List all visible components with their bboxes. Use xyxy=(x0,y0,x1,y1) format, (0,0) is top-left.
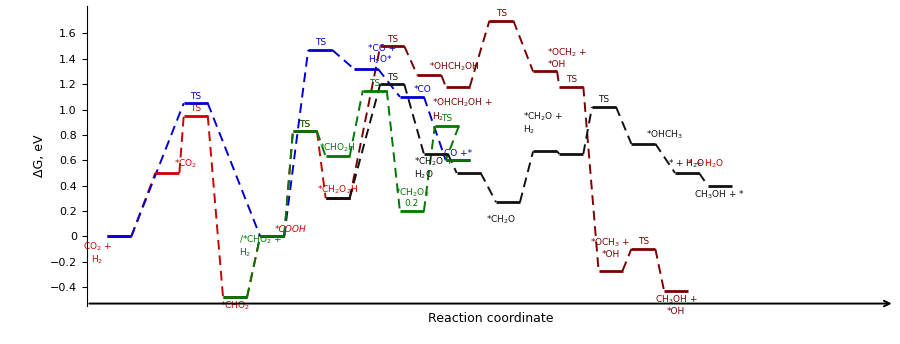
Text: Reaction coordinate: Reaction coordinate xyxy=(428,312,554,325)
Text: TS: TS xyxy=(598,96,609,105)
Text: *OHCH$_3$: *OHCH$_3$ xyxy=(645,129,682,141)
Text: *CO +
H$_2$O*: *CO + H$_2$O* xyxy=(368,44,396,66)
Text: CO$_2$ +
H$_2$: CO$_2$ + H$_2$ xyxy=(83,240,112,266)
Text: *CH$_2$O$_2$
0.2: *CH$_2$O$_2$ 0.2 xyxy=(395,186,429,208)
Text: *CO: *CO xyxy=(414,85,432,94)
Text: TS: TS xyxy=(315,39,326,47)
Text: *CH$_2$O +
H$_2$: *CH$_2$O + H$_2$ xyxy=(523,110,563,136)
Text: /*CHO$_2$ +
H$_2$: /*CHO$_2$ + H$_2$ xyxy=(239,233,283,259)
Text: *CO$_2$: *CO$_2$ xyxy=(174,158,197,170)
Text: CH$_3$OH +
*OH: CH$_3$OH + *OH xyxy=(655,293,698,315)
Text: *CHO$_2$: *CHO$_2$ xyxy=(220,300,250,312)
Text: *OCH$_2$ +
*OH: *OCH$_2$ + *OH xyxy=(547,47,588,69)
Text: TS: TS xyxy=(387,35,398,44)
Text: * + H$_2$O: * + H$_2$O xyxy=(669,158,706,170)
Text: *COOH: *COOH xyxy=(274,225,306,234)
Text: TS: TS xyxy=(638,237,649,247)
Text: CO +*: CO +* xyxy=(444,149,472,158)
Text: TS: TS xyxy=(190,92,202,101)
Text: TS: TS xyxy=(300,120,310,129)
Text: *CH$_2$O +
H$_2$O: *CH$_2$O + H$_2$O xyxy=(414,155,454,181)
Text: CH$_3$OH + *: CH$_3$OH + * xyxy=(695,188,745,201)
Text: TS: TS xyxy=(566,75,577,84)
Y-axis label: ΔG, eV: ΔG, eV xyxy=(32,135,46,177)
Text: *OCH$_3$ +
*OH: *OCH$_3$ + *OH xyxy=(590,237,631,259)
Text: *OHCH$_2$OH: *OHCH$_2$OH xyxy=(429,60,480,73)
Text: TS: TS xyxy=(441,115,453,123)
Text: TS: TS xyxy=(300,120,310,129)
Text: *OHCH$_2$OH +
H$_2$: *OHCH$_2$OH + H$_2$ xyxy=(432,97,492,123)
Text: *CHO$_2$H: *CHO$_2$H xyxy=(320,141,356,154)
Text: * + H$_2$O: * + H$_2$O xyxy=(687,158,725,170)
Text: TS: TS xyxy=(190,104,202,113)
Text: TS: TS xyxy=(387,73,398,82)
Text: TS: TS xyxy=(369,79,381,88)
Text: *CH$_2$O$_2$H: *CH$_2$O$_2$H xyxy=(317,183,358,196)
Text: *CH$_2$O: *CH$_2$O xyxy=(486,214,517,226)
Text: TS: TS xyxy=(496,9,507,18)
